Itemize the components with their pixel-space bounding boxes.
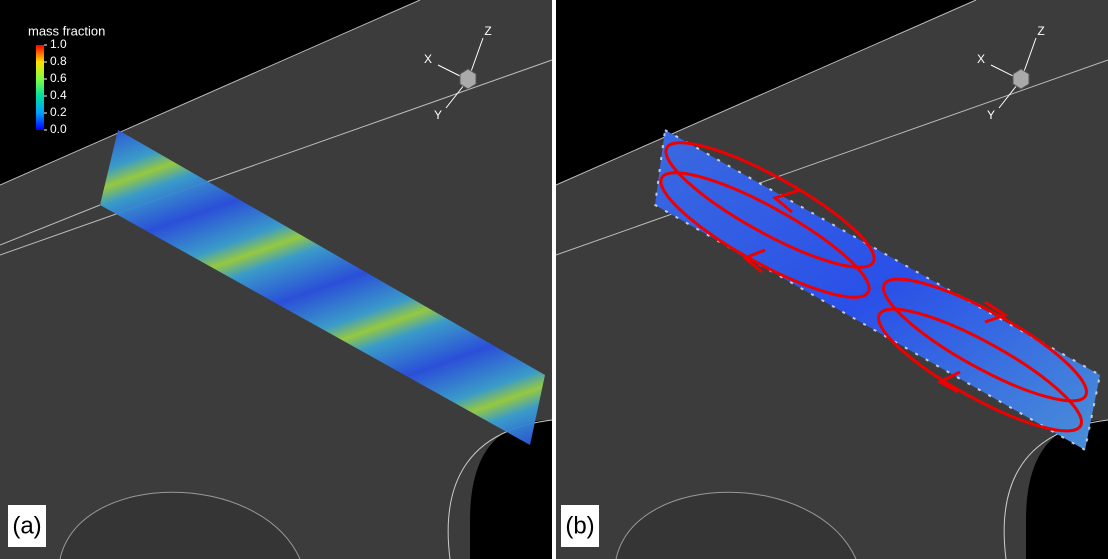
colorbar-tick-label: 0.6 <box>50 71 67 85</box>
colorbar-tick-label: 0.2 <box>50 105 67 119</box>
axis-label: X <box>424 52 432 66</box>
axis-label: Y <box>434 108 442 122</box>
panel-b: (b) X Y Z <box>556 0 1108 559</box>
colorbar-tick-label: 1.0 <box>50 37 67 51</box>
colorbar-tick-label: 0.0 <box>50 122 67 136</box>
axis-label: Z <box>1037 24 1044 38</box>
axis-label: X <box>977 52 985 66</box>
panel-label: (b) <box>565 512 594 539</box>
colorbar-tick-label: 0.8 <box>50 54 67 68</box>
axis-label: Y <box>987 108 995 122</box>
axis-label: Z <box>484 24 491 38</box>
panel-label: (a) <box>12 512 41 539</box>
axis-cube <box>460 69 476 89</box>
figure: mass fraction1.00.80.60.40.20.0(a)XYZ (b… <box>0 0 1108 559</box>
colorbar-tick-label: 0.4 <box>50 88 67 102</box>
axis-cube <box>1013 69 1029 89</box>
